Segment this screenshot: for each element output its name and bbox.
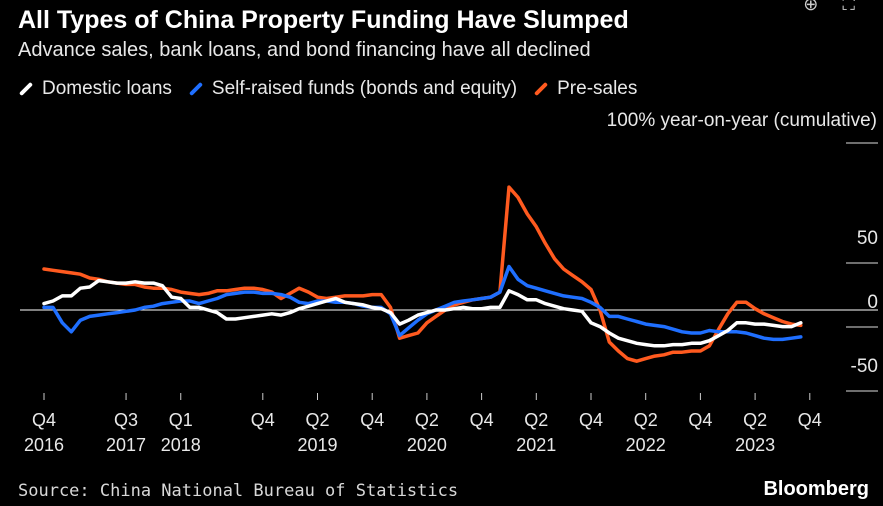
legend-item-self-raised-funds: Self-raised funds (bonds and equity) [188,78,517,100]
x-tick-label: Q4 [798,410,822,430]
series-line-domestic-loans [42,278,803,348]
x-tick-label: Q4 [32,410,56,430]
x-tick-year: 2018 [161,435,201,455]
series-line-self-raised-funds-bonds-and-equity [42,264,803,342]
legend-label-domestic-loans: Domestic loans [42,78,172,99]
legend: Domestic loans Self-raised funds (bonds … [18,78,637,100]
x-tick-label: Q4 [251,410,275,430]
x-tick-label: Q2 [415,410,439,430]
expand-icon[interactable]: ⛶ [842,0,855,14]
x-tick-year: 2020 [407,435,447,455]
y-tick-label-50: 50 [857,228,878,249]
x-tick-label: Q1 [169,410,193,430]
bloomberg-logo: Bloomberg [763,478,869,500]
x-tick-year: 2022 [626,435,666,455]
x-tick-label: Q4 [579,410,603,430]
legend-item-domestic-loans: Domestic loans [18,78,172,100]
series-line-pre-sales [42,185,803,363]
y-axis-unit-label: 100% year-on-year (cumulative) [606,110,877,131]
x-tick-label: Q3 [114,410,138,430]
x-tick-label: Q2 [305,410,329,430]
x-tick-year: 2017 [106,435,146,455]
chart-toolbar: ⊕ ⛶ [803,0,855,15]
x-tick-year: 2023 [735,435,775,455]
zoom-in-icon[interactable]: ⊕ [803,0,819,14]
legend-label-pre-sales: Pre-sales [557,78,638,99]
legend-label-self-raised-funds: Self-raised funds (bonds and equity) [211,78,518,99]
x-tick-label: Q2 [524,410,548,430]
x-tick-label: Q2 [634,410,658,430]
chart-subtitle: Advance sales, bank loans, and bond fina… [18,39,591,61]
x-tick-year: 2016 [24,435,64,455]
y-tick-label--50: -50 [851,356,878,377]
x-tick-label: Q4 [688,410,712,430]
y-tick-label-0: 0 [867,292,878,313]
x-tick-label: Q4 [360,410,384,430]
x-tick-label: Q2 [743,410,767,430]
x-tick-year: 2019 [297,435,337,455]
x-tick-year: 2021 [516,435,556,455]
legend-item-pre-sales: Pre-sales [533,78,637,100]
source-note: Source: China National Bureau of Statist… [18,481,459,501]
x-tick-label: Q4 [470,410,494,430]
chart-title: All Types of China Property Funding Have… [18,6,629,34]
